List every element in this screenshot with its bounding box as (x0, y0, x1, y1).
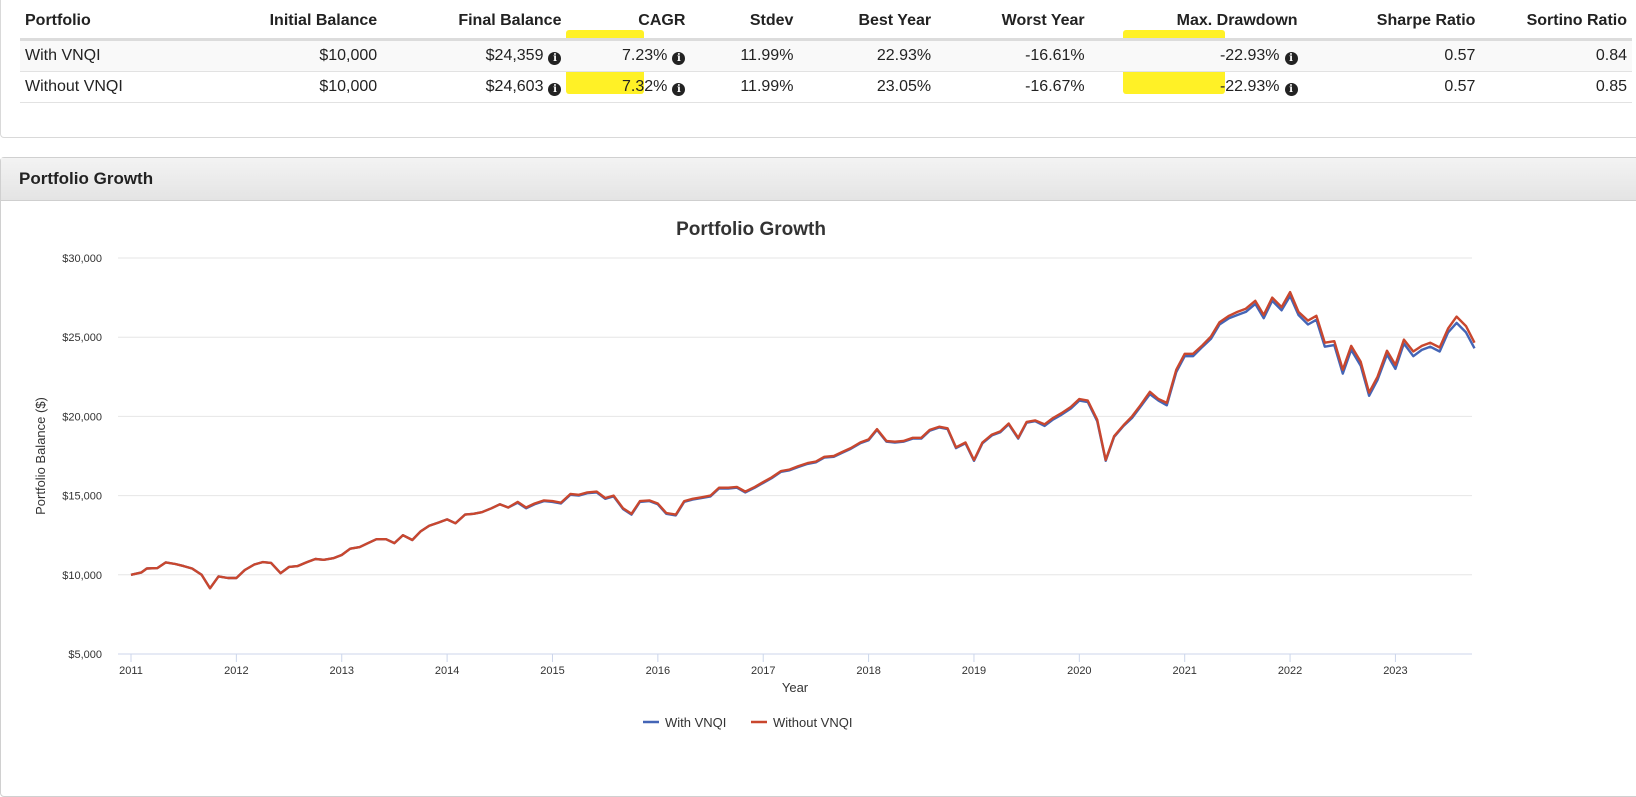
growth-panel: Portfolio Growth (0, 157, 1636, 797)
col-max-drawdown: Max. Drawdown (1089, 4, 1303, 41)
summary-panel: Portfolio Initial Balance Final Balance … (0, 0, 1636, 138)
cell-cagr: 7.32% i (566, 71, 691, 103)
x-tick-label: 2014 (435, 665, 459, 677)
col-best-year: Best Year (798, 4, 937, 41)
drawdown-value: -22.93% (1219, 78, 1280, 95)
x-tick-label: 2011 (119, 665, 143, 677)
x-tick-label: 2019 (962, 665, 986, 677)
summary-table: Portfolio Initial Balance Final Balance … (20, 4, 1632, 103)
x-tick-label: 2015 (540, 665, 564, 677)
x-tick-label: 2017 (751, 665, 775, 677)
series-line-without-vnqi (130, 290, 1476, 590)
info-icon[interactable]: i (548, 52, 562, 65)
x-tick-label: 2022 (1278, 665, 1302, 677)
y-tick-label: $30,000 (62, 253, 102, 265)
cell-sharpe: 0.57 (1302, 71, 1481, 103)
cell-stdev: 11.99% (690, 71, 799, 103)
cell-drawdown: -22.93% i (1089, 39, 1303, 72)
portfolio-growth-chart: Portfolio Growth $5,000 $10,000 $15,000 $20,… (33, 219, 1476, 730)
y-tick-label: $10,000 (62, 570, 102, 582)
y-tick-label: $20,000 (62, 411, 102, 423)
final-value: $24,603 (485, 78, 544, 95)
col-final-balance: Final Balance (382, 4, 567, 41)
cell-stdev: 11.99% (690, 39, 799, 72)
cell-sharpe: 0.57 (1302, 39, 1481, 72)
table-row: Without VNQI $10,000 $24,603 i 7.32% i 11.… (20, 71, 1632, 103)
y-axis-title: Portfolio Balance ($) (33, 397, 48, 515)
series-line-with-vnqi (130, 294, 1476, 590)
col-sharpe-ratio: Sharpe Ratio (1302, 4, 1481, 41)
cell-final: $24,359 i (382, 39, 567, 72)
x-tick-label: 2016 (646, 665, 670, 677)
panel-title: Portfolio Growth (1, 158, 1636, 201)
cell-worst: -16.61% (936, 39, 1090, 72)
drawdown-value: -22.93% (1219, 47, 1280, 64)
cell-sortino: 0.84 (1480, 39, 1632, 72)
x-tick-label: 2020 (1067, 665, 1091, 677)
col-portfolio: Portfolio (20, 4, 201, 41)
x-tick-label: 2021 (1172, 665, 1196, 677)
cell-best: 23.05% (798, 71, 937, 103)
cell-portfolio: With VNQI (20, 39, 201, 72)
col-sortino-ratio: Sortino Ratio (1480, 4, 1632, 41)
info-icon[interactable]: i (672, 83, 686, 96)
col-stdev: Stdev (690, 4, 799, 41)
legend-item[interactable]: With VNQI (665, 715, 726, 730)
cell-portfolio: Without VNQI (20, 71, 201, 103)
x-tick-label: 2018 (856, 665, 880, 677)
col-worst-year: Worst Year (936, 4, 1090, 41)
chart-title: Portfolio Growth (676, 219, 826, 240)
info-icon[interactable]: i (672, 52, 686, 65)
legend-item[interactable]: Without VNQI (773, 715, 852, 730)
col-initial-balance: Initial Balance (200, 4, 383, 41)
cell-drawdown: -22.93% i (1089, 71, 1303, 103)
cell-initial: $10,000 (200, 39, 383, 72)
x-tick-label: 2013 (329, 665, 353, 677)
x-tick-label: 2012 (224, 665, 248, 677)
cell-initial: $10,000 (200, 71, 383, 103)
final-value: $24,359 (485, 47, 544, 64)
y-tick-label: $5,000 (68, 649, 102, 661)
cell-cagr: 7.23% i (566, 39, 691, 72)
cell-best: 22.93% (798, 39, 937, 72)
info-icon[interactable]: i (548, 83, 562, 96)
y-tick-label: $25,000 (62, 332, 102, 344)
summary-header-row: Portfolio Initial Balance Final Balance … (20, 4, 1632, 41)
cell-worst: -16.67% (936, 71, 1090, 103)
cell-sortino: 0.85 (1480, 71, 1632, 103)
cagr-value: 7.32% (622, 78, 668, 95)
col-cagr: CAGR (566, 4, 691, 41)
x-axis-title: Year (782, 680, 809, 695)
cell-final: $24,603 i (382, 71, 567, 103)
y-tick-label: $15,000 (62, 491, 102, 503)
info-icon[interactable]: i (1284, 52, 1298, 65)
x-tick-label: 2023 (1383, 665, 1407, 677)
table-row: With VNQI $10,000 $24,359 i 7.23% i 11.99%… (20, 39, 1632, 72)
cagr-value: 7.23% (622, 47, 668, 64)
info-icon[interactable]: i (1284, 83, 1298, 96)
